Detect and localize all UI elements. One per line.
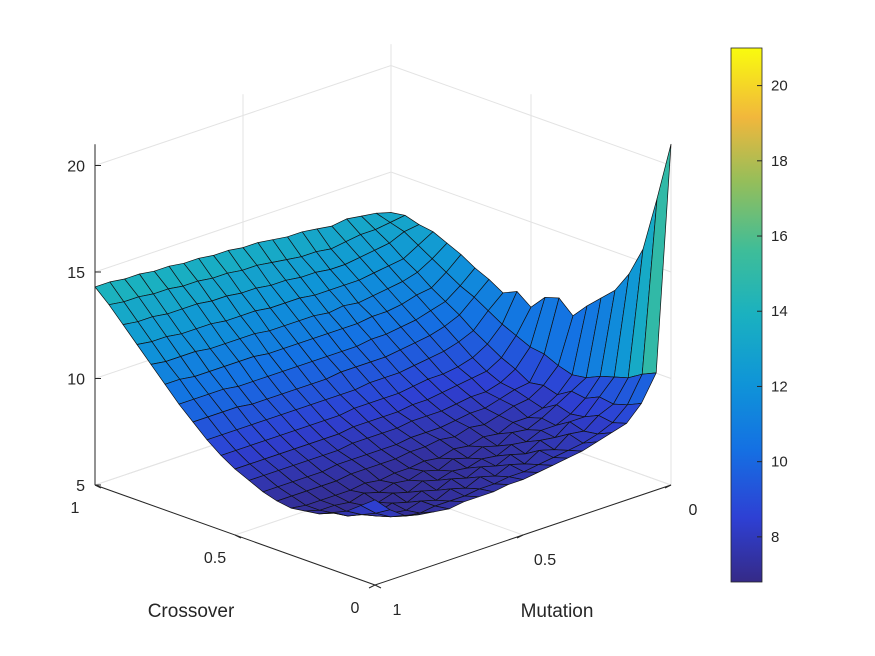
colorbar-tick-label: 16 — [771, 228, 788, 245]
crossover-tick-mark — [234, 534, 242, 539]
colorbar-ticks: 8 10 12 14 16 18 20 — [757, 78, 788, 546]
y-axis-label: Mutation — [521, 601, 594, 622]
surface-mesh — [94, 143, 672, 518]
surface-patch — [360, 499, 391, 514]
mutation-tick-mark — [516, 534, 524, 539]
colorbar-tick-label: 14 — [771, 303, 788, 320]
z-tick-label: 5 — [76, 478, 85, 495]
colorbar-tick-label: 18 — [771, 153, 788, 170]
crossover-tick-mark — [374, 584, 382, 589]
colorbar: 8 10 12 14 16 18 20 — [730, 47, 788, 583]
crossover-tick-label: 1 — [71, 500, 80, 517]
mutation-tick-label: 0.5 — [534, 552, 556, 569]
colorbar-tick-label: 8 — [771, 529, 779, 546]
z-tick-label: 10 — [67, 372, 85, 389]
colorbar-tick-label: 10 — [771, 454, 788, 471]
mutation-tick-label: 1 — [393, 602, 402, 619]
crossover-tick-label: 0.5 — [204, 550, 226, 567]
z-tick-label: 20 — [67, 159, 85, 176]
mutation-tick-mark — [368, 584, 376, 589]
z-tick-label: 15 — [67, 265, 85, 282]
x-axis-label: Crossover — [148, 601, 235, 622]
colorbar-tick-label: 12 — [771, 378, 788, 395]
crossover-tick-label: 0 — [351, 600, 360, 617]
wall-gridline — [94, 64, 672, 166]
mutation-tick-label: 0 — [689, 502, 698, 519]
colorbar-gradient — [730, 47, 763, 583]
mutation-tick-mark — [664, 484, 672, 489]
colorbar-tick-label: 20 — [771, 78, 788, 95]
